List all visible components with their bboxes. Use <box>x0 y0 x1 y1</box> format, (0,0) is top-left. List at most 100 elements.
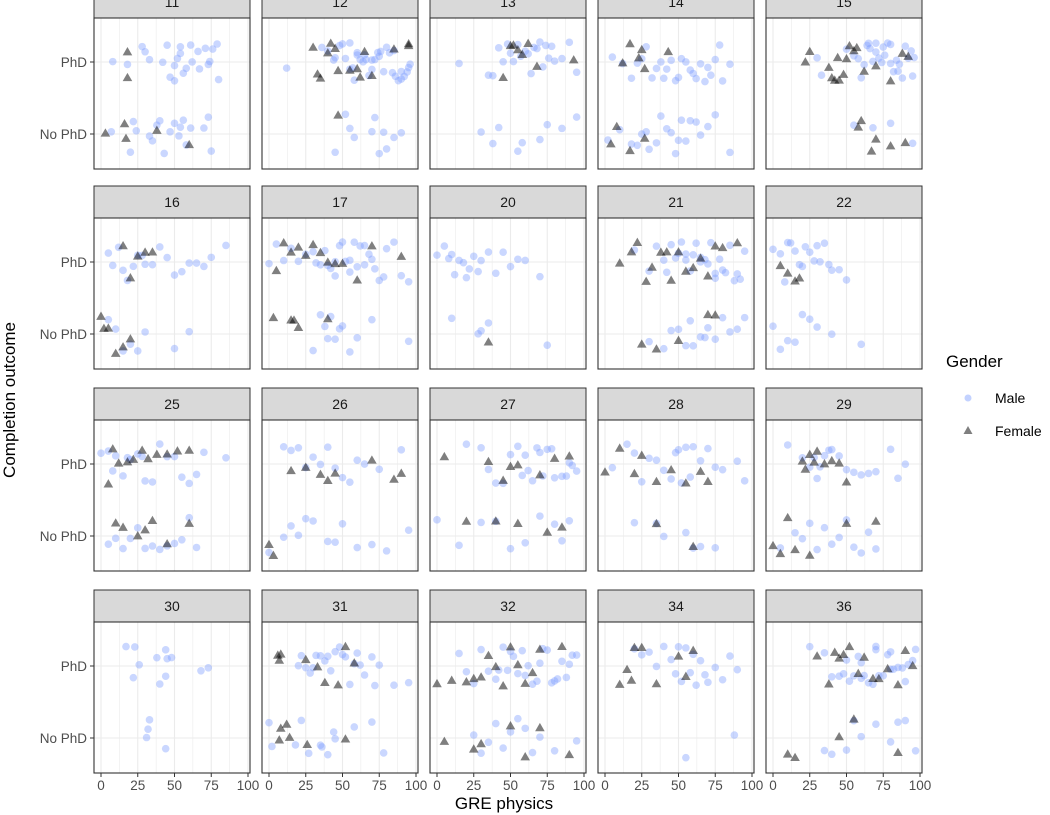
male-point <box>733 457 742 465</box>
male-point <box>207 253 216 262</box>
male-point <box>864 528 873 536</box>
facet-strip <box>429 589 587 623</box>
female-point <box>844 40 855 50</box>
male-point <box>371 681 379 690</box>
male-point <box>492 479 500 487</box>
male-point <box>547 42 556 51</box>
facet-strip-label: 32 <box>500 598 516 614</box>
male-point <box>329 728 338 736</box>
male-point <box>477 326 485 335</box>
panel-border <box>261 17 419 170</box>
male-point <box>316 460 325 469</box>
panel-background <box>262 18 418 169</box>
female-point <box>293 242 304 251</box>
panel-border <box>93 419 251 572</box>
male-point <box>335 41 344 50</box>
male-point <box>828 673 836 681</box>
facet-panel-12: 12 <box>261 0 419 170</box>
male-point <box>148 260 157 269</box>
x-tick-label: 25 <box>802 778 817 793</box>
male-point <box>465 265 474 273</box>
female-point <box>476 672 486 681</box>
male-point <box>682 250 690 258</box>
legend-female-marker <box>963 426 973 434</box>
facet-strip <box>93 185 251 219</box>
male-point <box>543 445 552 454</box>
panel-background <box>598 218 754 369</box>
female-point <box>340 734 351 743</box>
male-point <box>297 651 306 660</box>
female-point <box>614 679 625 688</box>
female-point <box>819 459 830 468</box>
male-point <box>404 678 413 687</box>
x-tick-label: 100 <box>237 778 260 793</box>
male-point <box>207 147 216 155</box>
panel-background <box>430 218 586 369</box>
female-point <box>483 337 494 346</box>
male-point <box>365 250 373 259</box>
male-point <box>176 43 185 51</box>
male-point <box>499 643 507 651</box>
male-point <box>326 666 335 675</box>
male-point <box>682 341 690 350</box>
male-point <box>828 540 836 548</box>
male-point <box>667 56 675 65</box>
male-point <box>565 516 574 525</box>
male-point <box>572 68 581 77</box>
male-point <box>704 260 712 268</box>
female-point <box>549 453 560 462</box>
male-point <box>828 445 836 454</box>
male-point <box>341 653 350 661</box>
legend-label-female: Female <box>995 423 1042 439</box>
male-point <box>179 116 188 124</box>
male-point <box>857 73 865 82</box>
female-point <box>389 44 399 53</box>
male-point <box>718 77 727 85</box>
female-point <box>625 38 635 48</box>
male-point <box>805 315 814 323</box>
male-point <box>686 66 695 74</box>
male-point <box>880 51 889 60</box>
male-point <box>558 657 566 666</box>
female-point <box>113 458 124 467</box>
male-point <box>371 113 379 122</box>
female-point <box>859 66 869 75</box>
female-point <box>308 239 318 249</box>
male-point <box>825 260 833 269</box>
male-point <box>711 335 720 344</box>
female-point <box>853 122 864 131</box>
female-point <box>315 469 326 478</box>
female-point <box>636 642 647 652</box>
male-point <box>316 260 325 269</box>
male-point <box>400 72 409 81</box>
male-point <box>660 344 668 353</box>
female-point <box>564 749 575 759</box>
male-point <box>733 665 742 674</box>
male-point <box>375 276 384 285</box>
panel-border <box>765 621 923 774</box>
male-point <box>204 663 213 672</box>
male-point <box>783 336 792 345</box>
male-point <box>353 51 362 59</box>
male-point <box>536 659 544 667</box>
male-point <box>350 238 359 246</box>
panel-border <box>765 17 923 170</box>
male-point <box>704 444 712 453</box>
male-point <box>338 238 347 246</box>
x-tick-label: 100 <box>405 778 428 793</box>
male-point <box>565 660 574 669</box>
male-point <box>356 55 364 64</box>
facet-strip <box>597 185 755 219</box>
male-point <box>696 131 705 139</box>
facet-strip-label: 31 <box>332 598 348 614</box>
male-point <box>338 322 347 330</box>
male-point <box>192 259 201 267</box>
facet-strip <box>765 387 923 421</box>
male-point <box>536 733 544 741</box>
facet-strip <box>597 387 755 421</box>
male-point <box>514 714 522 723</box>
male-point <box>371 265 379 273</box>
female-point <box>152 449 162 458</box>
male-point <box>145 716 154 724</box>
male-point <box>391 72 400 81</box>
